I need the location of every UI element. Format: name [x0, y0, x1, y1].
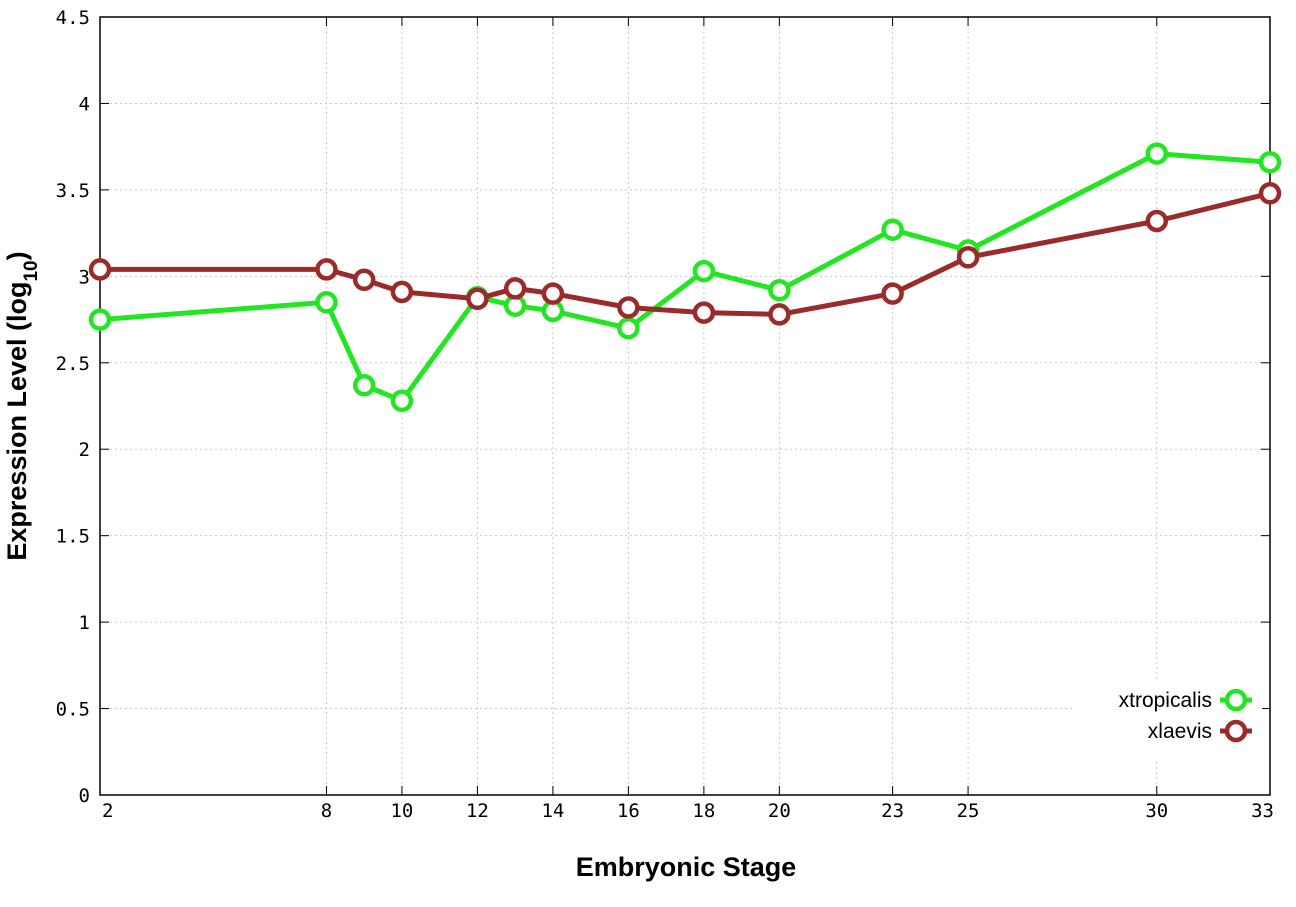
legend-entry-xtropicalis: xtropicalis — [1119, 688, 1252, 712]
x-tick-label: 16 — [617, 800, 640, 822]
data-point-xlaevis — [352, 268, 376, 292]
y-axis-title-main: Expression Level (log — [2, 282, 32, 561]
x-tick-label: 30 — [1145, 800, 1168, 822]
x-tick-label: 2 — [102, 800, 113, 822]
x-tick-label: 14 — [541, 800, 564, 822]
data-point-xtropicalis — [1258, 150, 1282, 174]
y-tick-label: 3.5 — [56, 180, 90, 202]
plot-frame — [99, 16, 1271, 796]
axis-ticks: 0 0.5 1 1.5 2 2.5 3 3.5 4 4.5 2 8 10 12 14 16 18 20 23 25 30… — [56, 7, 1274, 822]
y-tick-label: 1 — [79, 612, 90, 634]
data-point-xtropicalis — [352, 374, 376, 397]
legend-marker-xtropicalis — [1224, 688, 1248, 712]
y-axis-title-subscript: 10 — [21, 260, 42, 281]
y-tick-label: 4 — [79, 93, 90, 115]
legend-label-xtropicalis: xtropicalis — [1119, 689, 1212, 712]
y-tick-label: 1.5 — [56, 526, 90, 548]
data-point-xlaevis — [617, 296, 640, 319]
data-point-xlaevis — [956, 246, 980, 269]
x-tick-label: 23 — [881, 800, 904, 822]
data-point-xlaevis — [1145, 209, 1169, 233]
x-tick-label: 8 — [321, 800, 332, 822]
series-line-xtropicalis — [99, 151, 1271, 404]
data-point-xlaevis — [692, 301, 716, 324]
y-tick-label: 4.5 — [56, 7, 90, 29]
y-axis-title-close: ) — [2, 251, 32, 260]
data-point-xtropicalis — [692, 259, 716, 283]
data-point-xlaevis — [88, 258, 112, 281]
series-line-xlaevis — [100, 190, 1271, 317]
data-point-xlaevis — [315, 258, 338, 281]
x-tick-label: 33 — [1251, 800, 1274, 822]
y-tick-label: 0 — [79, 785, 90, 807]
legend-entry-xlaevis: xlaevis — [1148, 719, 1252, 743]
data-point-xtropicalis — [390, 389, 414, 413]
y-tick-label: 2 — [79, 439, 90, 461]
data-point-xtropicalis — [315, 291, 338, 314]
y-tick-label: 2.5 — [56, 353, 90, 375]
data-point-xtropicalis — [617, 316, 640, 340]
y-tick-label: 3 — [79, 266, 90, 288]
x-tick-label: 25 — [957, 800, 980, 822]
grid — [100, 17, 1270, 795]
y-axis-title: Expression Level (log10) — [2, 251, 42, 560]
x-tick-label: 12 — [466, 800, 489, 822]
data-point-xlaevis — [466, 287, 489, 311]
legend-label-xlaevis: xlaevis — [1148, 720, 1212, 743]
x-axis-title: Embryonic Stage — [576, 852, 797, 882]
data-point-xlaevis — [1258, 182, 1282, 205]
series — [88, 142, 1282, 413]
legend: xtropicalis xlaevis — [1072, 680, 1262, 760]
x-tick-label: 18 — [692, 800, 715, 822]
legend-marker-xlaevis — [1224, 719, 1248, 743]
data-point-xlaevis — [390, 280, 414, 304]
data-point-xtropicalis — [768, 278, 791, 302]
x-tick-label: 10 — [390, 800, 413, 822]
data-point-xtropicalis — [1145, 142, 1169, 165]
data-point-xlaevis — [768, 303, 791, 326]
data-point-xtropicalis — [881, 218, 904, 241]
y-tick-label: 0.5 — [56, 699, 90, 721]
x-tick-label: 20 — [768, 800, 791, 822]
data-point-xlaevis — [541, 282, 565, 305]
data-point-xlaevis — [881, 282, 904, 305]
data-point-xtropicalis — [88, 308, 112, 331]
data-point-xlaevis — [503, 277, 527, 300]
